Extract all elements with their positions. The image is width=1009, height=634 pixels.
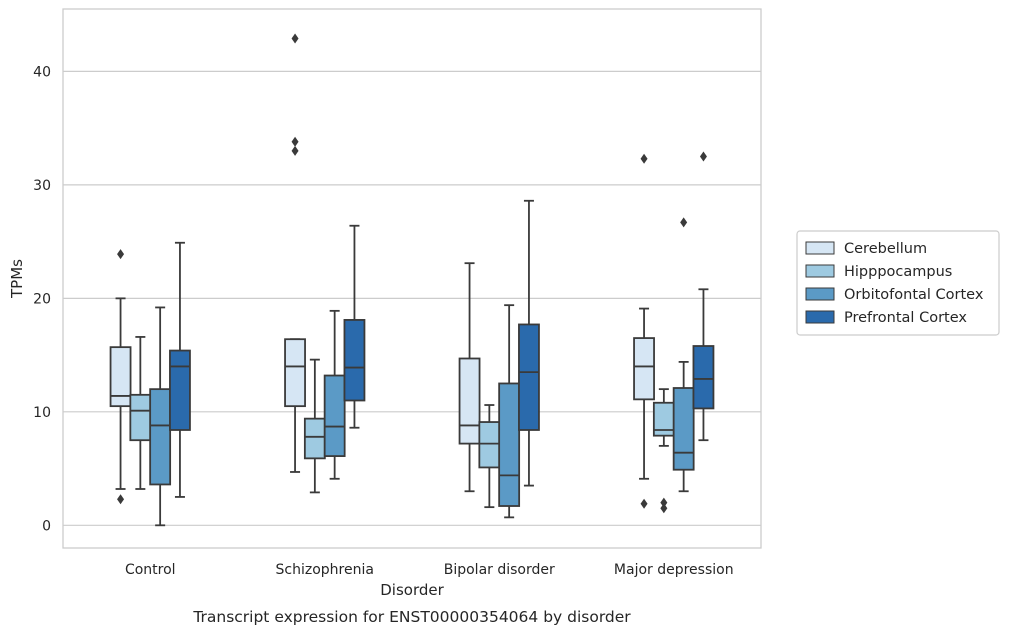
iqr-box — [692, 345, 715, 410]
y-tick-label: 10 — [33, 405, 51, 421]
box-cerebellum — [633, 153, 655, 509]
outlier-point — [117, 494, 125, 505]
legend: Cerebellum Hipppocampus Orbitofontal Corte… — [796, 230, 1000, 336]
box-hipppocampus — [478, 404, 501, 509]
iqr-box — [633, 337, 655, 401]
outlier-point — [660, 497, 668, 508]
legend-swatch — [805, 310, 835, 324]
iqr-box — [303, 417, 326, 460]
y-axis-label: TPMs — [8, 259, 26, 299]
iqr-box — [672, 387, 695, 471]
outlier-point — [640, 153, 648, 164]
x-tick-labels: Control Schizophrenia Bipolar disorder Majo… — [125, 562, 734, 578]
legend-label: Cerebellum — [844, 241, 927, 257]
box-hipppocampus — [303, 358, 326, 494]
legend-label: Prefrontal Cortex — [844, 310, 967, 326]
box-prefrontal-cortex — [518, 199, 540, 487]
y-tick-label: 30 — [33, 178, 51, 194]
iqr-box — [343, 319, 366, 402]
x-tick-label: Major depression — [614, 562, 734, 578]
box-cerebellum — [458, 262, 481, 493]
plot-frame — [62, 8, 762, 549]
legend-swatch — [805, 264, 835, 278]
box-prefrontal-cortex — [169, 241, 191, 498]
y-tick-label: 0 — [42, 518, 51, 534]
chart-caption: Transcript expression for ENST0000035406… — [192, 608, 631, 626]
x-axis-label: Disorder — [380, 581, 444, 599]
iqr-box — [518, 323, 540, 431]
x-tick-label: Schizophrenia — [276, 562, 374, 578]
x-tick-label: Bipolar disorder — [444, 562, 555, 578]
iqr-box — [284, 338, 306, 408]
box-hipppocampus — [129, 336, 152, 490]
box-orbitofontal-cortex — [149, 306, 172, 527]
box-orbitofontal-cortex — [498, 304, 521, 519]
box-prefrontal-cortex — [343, 224, 366, 429]
box-hipppocampus — [652, 388, 675, 514]
outlier-point — [117, 249, 125, 260]
legend-swatch — [805, 287, 835, 301]
iqr-box — [149, 388, 172, 486]
outlier-point — [291, 136, 299, 147]
legend-swatch — [805, 241, 835, 255]
iqr-box — [169, 349, 191, 431]
legend-label: Hipppocampus — [844, 264, 952, 280]
iqr-box — [498, 382, 521, 507]
iqr-box — [129, 393, 152, 442]
outlier-point — [291, 145, 299, 156]
x-tick-label: Control — [125, 562, 176, 578]
iqr-box — [323, 374, 346, 457]
box-cerebellum — [109, 249, 132, 505]
y-tick-label: 40 — [33, 64, 51, 80]
legend-label: Orbitofontal Cortex — [844, 287, 984, 303]
box-orbitofontal-cortex — [323, 309, 346, 480]
box-cerebellum — [284, 33, 306, 473]
legend-frame — [796, 230, 1000, 336]
iqr-box — [109, 346, 132, 408]
outlier-point — [680, 217, 688, 228]
iqr-box — [478, 421, 501, 469]
outlier-point — [699, 151, 707, 162]
iqr-box — [458, 357, 481, 445]
box-orbitofontal-cortex — [672, 217, 695, 493]
outlier-point — [291, 33, 299, 44]
box-prefrontal-cortex — [692, 151, 715, 442]
outlier-point — [660, 503, 668, 514]
y-tick-label: 20 — [33, 291, 51, 307]
box-series — [109, 33, 715, 527]
y-tick-labels: 0 10 20 30 40 — [33, 64, 51, 534]
outlier-point — [640, 498, 648, 509]
